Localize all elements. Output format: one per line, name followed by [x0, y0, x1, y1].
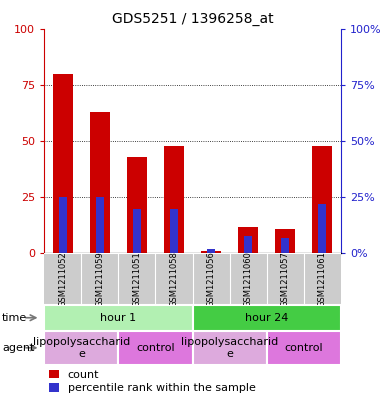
Text: GSM1211056: GSM1211056: [206, 251, 216, 307]
Text: GSM1211051: GSM1211051: [132, 251, 141, 307]
Text: hour 1: hour 1: [100, 313, 136, 323]
Text: GSM1211060: GSM1211060: [244, 251, 253, 307]
Bar: [59, 197, 67, 253]
Bar: [53, 74, 73, 253]
Text: GSM1211061: GSM1211061: [318, 251, 327, 307]
Bar: [133, 209, 141, 253]
Text: GDS5251 / 1396258_at: GDS5251 / 1396258_at: [112, 12, 273, 26]
Bar: [170, 209, 178, 253]
Bar: [244, 235, 252, 253]
Bar: [192, 305, 341, 331]
Legend: count, percentile rank within the sample: count, percentile rank within the sample: [44, 365, 260, 393]
Bar: [281, 238, 289, 253]
Bar: [90, 112, 110, 253]
Bar: [96, 197, 104, 253]
Text: GSM1211052: GSM1211052: [58, 251, 67, 307]
Bar: [119, 331, 192, 365]
Bar: [312, 146, 332, 253]
Bar: [127, 157, 147, 253]
Bar: [238, 227, 258, 253]
Text: time: time: [2, 313, 27, 323]
Text: GSM1211059: GSM1211059: [95, 251, 104, 307]
Bar: [192, 331, 267, 365]
Text: GSM1211057: GSM1211057: [281, 251, 290, 307]
Text: control: control: [285, 343, 323, 353]
Text: GSM1211058: GSM1211058: [169, 251, 179, 307]
Bar: [318, 204, 326, 253]
Bar: [44, 305, 192, 331]
Text: control: control: [136, 343, 175, 353]
Text: lipopolysaccharid
e: lipopolysaccharid e: [181, 337, 278, 358]
Bar: [201, 251, 221, 253]
Bar: [275, 229, 295, 253]
Text: hour 24: hour 24: [245, 313, 288, 323]
Bar: [207, 249, 215, 253]
Bar: [164, 146, 184, 253]
Bar: [44, 331, 119, 365]
Bar: [266, 331, 341, 365]
Text: lipopolysaccharid
e: lipopolysaccharid e: [33, 337, 130, 358]
Text: agent: agent: [2, 343, 34, 353]
